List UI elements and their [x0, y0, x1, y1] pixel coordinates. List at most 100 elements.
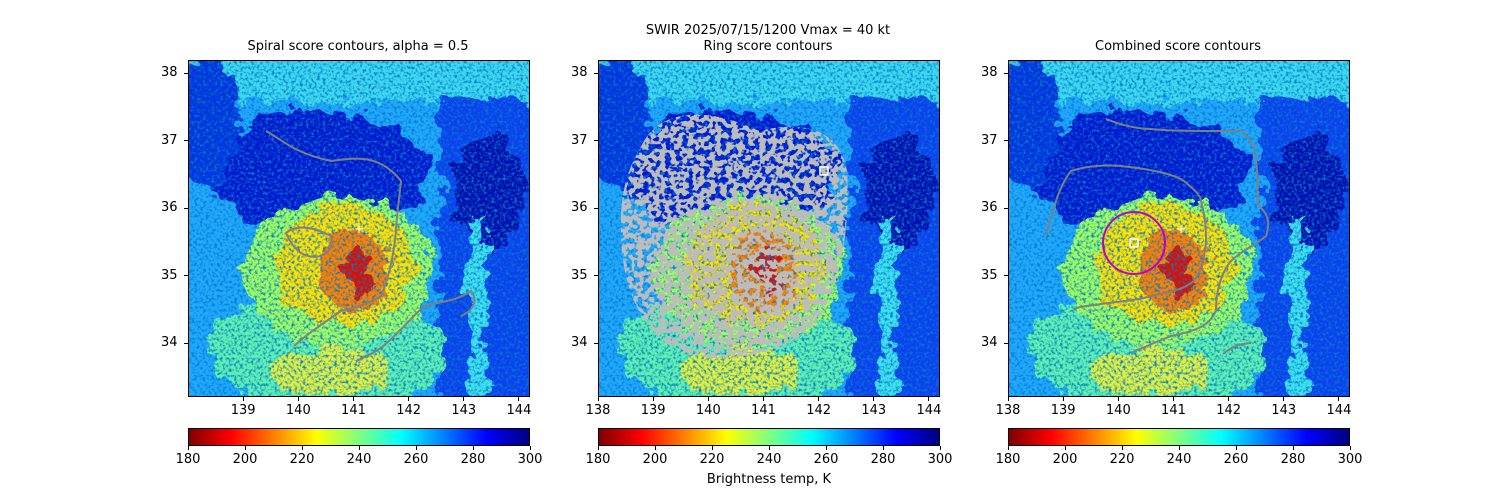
y-tick-mark — [184, 207, 188, 209]
y-tick-mark — [1004, 342, 1008, 344]
y-tick-mark — [1004, 140, 1008, 142]
x-tick-label: 143 — [1271, 403, 1297, 418]
x-tick-mark — [352, 397, 354, 401]
ring-contours — [620, 114, 848, 358]
x-tick-label: 139 — [230, 403, 256, 418]
y-tick-label: 38 — [161, 65, 178, 81]
colorbar-tick-mark — [1007, 446, 1009, 450]
y-tick-mark — [594, 72, 598, 74]
colorbar-tick-label: 280 — [1280, 452, 1306, 467]
y-tick-label: 34 — [161, 335, 178, 351]
x-tick-mark — [1062, 397, 1064, 401]
contour-line — [355, 289, 476, 362]
colorbar-tick-label: 200 — [642, 452, 668, 467]
y-tick-label: 34 — [981, 335, 998, 351]
colorbar-tick-mark — [1292, 446, 1294, 450]
contour-line — [1045, 164, 1208, 310]
colorbar-tick-mark — [768, 446, 770, 450]
colorbar-tick-label: 240 — [1166, 452, 1192, 467]
colorbar-tick-label: 280 — [460, 452, 486, 467]
colorbar-tick-label: 300 — [927, 452, 953, 467]
y-tick-mark — [184, 140, 188, 142]
x-tick-mark — [597, 397, 599, 401]
x-tick-mark — [1283, 397, 1285, 401]
colorbar-2 — [598, 428, 940, 446]
x-tick-label: 139 — [1050, 403, 1076, 418]
colorbar-tick-mark — [597, 446, 599, 450]
y-tick-label: 35 — [571, 267, 588, 283]
square-marker — [819, 166, 829, 176]
y-tick-label: 37 — [161, 132, 178, 148]
x-tick-label: 139 — [640, 403, 666, 418]
colorbar-tick-mark — [1178, 446, 1180, 450]
colorbar-tick-label: 180 — [175, 452, 201, 467]
y-tick-mark — [1004, 275, 1008, 277]
contour-line — [1105, 118, 1270, 354]
x-tick-mark — [1338, 397, 1340, 401]
colorbar-tick-mark — [882, 446, 884, 450]
y-tick-label: 38 — [571, 65, 588, 81]
y-tick-mark — [1004, 207, 1008, 209]
colorbar-tick-mark — [825, 446, 827, 450]
colorbar-tick-label: 240 — [346, 452, 372, 467]
colorbar-tick-label: 220 — [289, 452, 315, 467]
square-marker — [1129, 238, 1139, 248]
panel-2-title: Ring score contours — [703, 39, 833, 54]
x-tick-mark — [242, 397, 244, 401]
y-tick-label: 36 — [981, 200, 998, 216]
y-tick-label: 37 — [981, 132, 998, 148]
colorbar-1 — [188, 428, 530, 446]
x-tick-mark — [707, 397, 709, 401]
x-tick-mark — [762, 397, 764, 401]
x-tick-label: 141 — [1161, 403, 1186, 418]
y-tick-mark — [184, 342, 188, 344]
y-tick-label: 36 — [161, 200, 178, 216]
contour-line — [265, 130, 403, 347]
x-tick-mark — [518, 397, 520, 401]
colorbar-tick-label: 220 — [699, 452, 725, 467]
colorbar-tick-label: 220 — [1109, 452, 1135, 467]
colorbar-tick-label: 180 — [995, 452, 1021, 467]
colorbar-tick-label: 300 — [1337, 452, 1363, 467]
ring-score-map — [598, 60, 940, 397]
y-tick-label: 38 — [981, 65, 998, 81]
x-tick-mark — [1172, 397, 1174, 401]
x-tick-mark — [463, 397, 465, 401]
x-tick-mark — [928, 397, 930, 401]
x-tick-mark — [1228, 397, 1230, 401]
colorbar-tick-label: 280 — [870, 452, 896, 467]
colorbar-tick-label: 200 — [1052, 452, 1078, 467]
spiral-score-map: + — [188, 60, 530, 397]
x-tick-label: 140 — [1105, 403, 1131, 418]
panel-3-title: Combined score contours — [1095, 39, 1261, 54]
x-tick-label: 138 — [585, 403, 611, 418]
x-tick-label: 138 — [995, 403, 1021, 418]
x-tick-mark — [408, 397, 410, 401]
x-tick-mark — [1117, 397, 1119, 401]
y-tick-mark — [184, 275, 188, 277]
y-tick-mark — [594, 207, 598, 209]
center-plus-marker: + — [1176, 222, 1186, 236]
colorbar-tick-label: 200 — [232, 452, 258, 467]
y-tick-mark — [594, 275, 598, 277]
colorbar-3 — [1008, 428, 1350, 446]
colorbar-tick-label: 260 — [1223, 452, 1249, 467]
x-tick-label: 140 — [285, 403, 311, 418]
x-tick-label: 144 — [1326, 403, 1352, 418]
colorbar-tick-mark — [939, 446, 941, 450]
y-tick-mark — [594, 140, 598, 142]
x-tick-label: 142 — [806, 403, 832, 418]
combined-score-map: + — [1008, 60, 1350, 397]
y-tick-label: 37 — [571, 132, 588, 148]
combined-contours — [1045, 118, 1270, 355]
x-tick-label: 141 — [751, 403, 776, 418]
best-center-circle — [1102, 211, 1166, 275]
panel-1-title: Spiral score contours, alpha = 0.5 — [247, 39, 469, 54]
x-tick-mark — [818, 397, 820, 401]
y-tick-label: 35 — [161, 267, 178, 283]
x-tick-label: 143 — [451, 403, 477, 418]
x-tick-label: 144 — [916, 403, 942, 418]
x-tick-label: 140 — [695, 403, 721, 418]
colorbar-tick-mark — [1064, 446, 1066, 450]
figure-suptitle: SWIR 2025/07/15/1200 Vmax = 40 kt — [645, 23, 891, 38]
